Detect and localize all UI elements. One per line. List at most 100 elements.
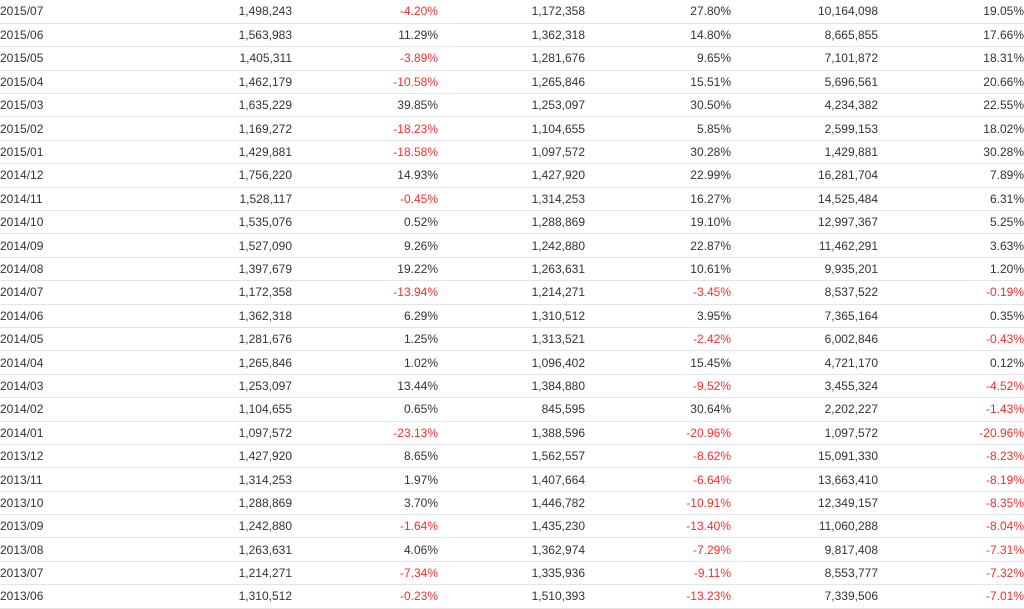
value-cell: 1,756,220	[132, 163, 292, 188]
prior-value-cell: 1,310,512	[438, 304, 585, 328]
table-row: 2013/08 1,263,631 4.06% 1,362,974 -7.29% 9,81…	[0, 537, 1024, 562]
value-cell: 1,314,253	[132, 467, 292, 492]
table-row: 2015/05 1,405,311 -3.89% 1,281,676 9.65% 7,10…	[0, 46, 1024, 71]
value-cell: 1,397,679	[132, 257, 292, 282]
cumulative-value-cell: 1,097,572	[731, 421, 878, 445]
prior-value-cell: 1,214,271	[438, 280, 585, 305]
month-cell: 2013/10	[0, 491, 132, 516]
yoy-pct-cell: -2.42%	[585, 327, 731, 352]
table-row: 2014/08 1,397,679 19.22% 1,263,631 10.61% 9,9…	[0, 257, 1024, 282]
change-pct-cell: -0.45%	[292, 187, 438, 212]
yoy-pct-cell: 3.95%	[585, 304, 731, 328]
cumulative-pct-cell: 1.20%	[878, 257, 1024, 282]
cumulative-value-cell: 6,002,846	[731, 327, 878, 352]
change-pct-cell: 19.22%	[292, 257, 438, 282]
cumulative-value-cell: 9,817,408	[731, 537, 878, 562]
table-row: 2013/11 1,314,253 1.97% 1,407,664 -6.64% 13,6…	[0, 467, 1024, 492]
value-cell: 1,535,076	[132, 210, 292, 235]
cumulative-value-cell: 12,997,367	[731, 210, 878, 235]
table-row: 2015/01 1,429,881 -18.58% 1,097,572 30.28% 1,…	[0, 140, 1024, 165]
cumulative-value-cell: 2,202,227	[731, 397, 878, 422]
cumulative-pct-cell: -8.23%	[878, 444, 1024, 469]
cumulative-pct-cell: 22.55%	[878, 93, 1024, 118]
yoy-pct-cell: 30.50%	[585, 93, 731, 118]
change-pct-cell: 4.06%	[292, 537, 438, 562]
value-cell: 1,498,243	[132, 0, 292, 24]
cumulative-pct-cell: 5.25%	[878, 210, 1024, 235]
value-cell: 1,563,983	[132, 23, 292, 48]
table-row: 2014/02 1,104,655 0.65% 845,595 30.64% 2,202,…	[0, 397, 1024, 422]
month-cell: 2014/09	[0, 233, 132, 258]
change-pct-cell: 39.85%	[292, 93, 438, 118]
month-cell: 2015/04	[0, 70, 132, 95]
month-cell: 2014/10	[0, 210, 132, 235]
value-cell: 1,242,880	[132, 514, 292, 539]
change-pct-cell: 14.93%	[292, 163, 438, 188]
change-pct-cell: -18.23%	[292, 116, 438, 141]
table-row: 2014/04 1,265,846 1.02% 1,096,402 15.45% 4,72…	[0, 350, 1024, 375]
yoy-pct-cell: 10.61%	[585, 257, 731, 282]
cumulative-value-cell: 2,599,153	[731, 116, 878, 141]
cumulative-value-cell: 8,537,522	[731, 280, 878, 305]
cumulative-pct-cell: 30.28%	[878, 140, 1024, 165]
yoy-pct-cell: -7.29%	[585, 537, 731, 562]
cumulative-value-cell: 3,455,324	[731, 374, 878, 399]
cumulative-pct-cell: -7.32%	[878, 561, 1024, 586]
cumulative-pct-cell: -7.31%	[878, 537, 1024, 562]
prior-value-cell: 1,313,521	[438, 327, 585, 352]
cumulative-value-cell: 11,060,288	[731, 514, 878, 539]
prior-value-cell: 845,595	[438, 397, 585, 422]
value-cell: 1,214,271	[132, 561, 292, 586]
cumulative-value-cell: 8,553,777	[731, 561, 878, 586]
yoy-pct-cell: 5.85%	[585, 116, 731, 141]
month-cell: 2014/08	[0, 257, 132, 282]
yoy-pct-cell: 27.80%	[585, 0, 731, 24]
cumulative-pct-cell: -8.35%	[878, 491, 1024, 516]
prior-value-cell: 1,265,846	[438, 70, 585, 95]
cumulative-value-cell: 1,429,881	[731, 140, 878, 165]
cumulative-value-cell: 7,339,506	[731, 584, 878, 609]
prior-value-cell: 1,435,230	[438, 514, 585, 539]
month-cell: 2014/12	[0, 163, 132, 188]
cumulative-pct-cell: 7.89%	[878, 163, 1024, 188]
yoy-pct-cell: 22.87%	[585, 233, 731, 258]
value-cell: 1,429,881	[132, 140, 292, 165]
cumulative-value-cell: 13,663,410	[731, 467, 878, 492]
month-cell: 2014/03	[0, 374, 132, 399]
cumulative-value-cell: 4,721,170	[731, 350, 878, 375]
change-pct-cell: 1.02%	[292, 350, 438, 375]
month-cell: 2014/04	[0, 350, 132, 375]
prior-value-cell: 1,362,974	[438, 537, 585, 562]
cumulative-pct-cell: -8.19%	[878, 467, 1024, 492]
prior-value-cell: 1,263,631	[438, 257, 585, 282]
table-row: 2015/02 1,169,272 -18.23% 1,104,655 5.85% 2,5…	[0, 116, 1024, 141]
value-cell: 1,263,631	[132, 537, 292, 562]
prior-value-cell: 1,335,936	[438, 561, 585, 586]
month-cell: 2013/09	[0, 514, 132, 539]
value-cell: 1,528,117	[132, 187, 292, 212]
month-cell: 2014/06	[0, 304, 132, 328]
change-pct-cell: 0.52%	[292, 210, 438, 235]
prior-value-cell: 1,281,676	[438, 46, 585, 71]
change-pct-cell: -0.23%	[292, 584, 438, 609]
value-cell: 1,265,846	[132, 350, 292, 375]
change-pct-cell: 1.25%	[292, 327, 438, 352]
yoy-pct-cell: 15.51%	[585, 70, 731, 95]
change-pct-cell: -4.20%	[292, 0, 438, 24]
cumulative-pct-cell: 20.66%	[878, 70, 1024, 95]
value-cell: 1,635,229	[132, 93, 292, 118]
yoy-pct-cell: -9.11%	[585, 561, 731, 586]
cumulative-pct-cell: 19.05%	[878, 0, 1024, 24]
prior-value-cell: 1,104,655	[438, 116, 585, 141]
change-pct-cell: 9.26%	[292, 233, 438, 258]
change-pct-cell: 3.70%	[292, 491, 438, 516]
month-cell: 2015/01	[0, 140, 132, 165]
yoy-pct-cell: 30.64%	[585, 397, 731, 422]
yoy-pct-cell: -8.62%	[585, 444, 731, 469]
month-cell: 2014/02	[0, 397, 132, 422]
prior-value-cell: 1,288,869	[438, 210, 585, 235]
cumulative-pct-cell: -20.96%	[878, 421, 1024, 445]
change-pct-cell: 0.65%	[292, 397, 438, 422]
